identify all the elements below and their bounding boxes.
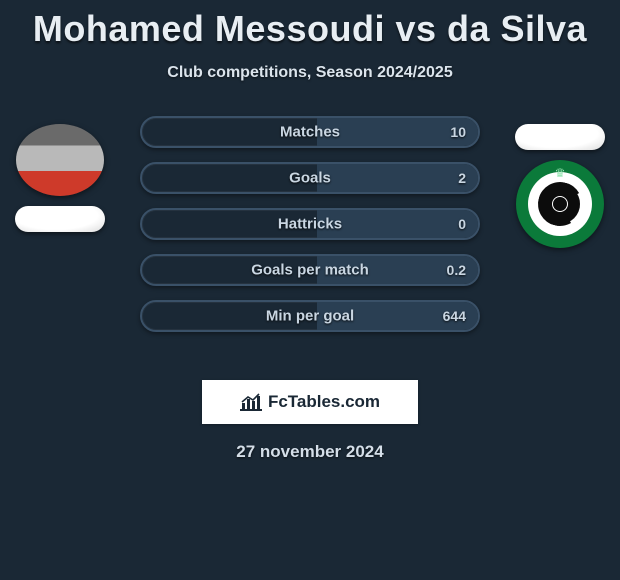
stat-row: Goals per match0.2: [140, 254, 480, 286]
stat-value-right: 10: [450, 124, 466, 140]
stat-label: Goals: [142, 170, 478, 187]
stat-label: Hattricks: [142, 216, 478, 233]
player-left-club-pill: [15, 206, 105, 232]
watermark: FcTables.com: [202, 380, 418, 424]
subtitle: Club competitions, Season 2024/2025: [0, 64, 620, 82]
stat-row: Goals2: [140, 162, 480, 194]
stat-row: Hattricks0: [140, 208, 480, 240]
stat-value-right: 0: [458, 216, 466, 232]
stat-label: Matches: [142, 124, 478, 141]
player-left-photo: [16, 124, 104, 196]
stat-value-right: 2: [458, 170, 466, 186]
watermark-text: FcTables.com: [268, 392, 380, 412]
stat-value-right: 0.2: [447, 262, 466, 278]
stat-label: Min per goal: [142, 308, 478, 325]
player-right-club-pill: [515, 124, 605, 150]
stat-row: Matches10: [140, 116, 480, 148]
stats-bars: Matches10 Goals2 Hattricks0 Goals per match…: [140, 116, 480, 346]
stat-row: Min per goal644: [140, 300, 480, 332]
date-text: 27 november 2024: [0, 442, 620, 462]
player-right-block: ♛: [510, 124, 610, 248]
player-right-club-badge: ♛: [516, 160, 604, 248]
page-title: Mohamed Messoudi vs da Silva: [0, 0, 620, 50]
comparison-stage: ♛ Matches10 Goals2 Hattricks0 Goals per mat…: [0, 116, 620, 366]
chart-icon: [240, 393, 262, 411]
player-left-block: [10, 124, 110, 232]
stat-label: Goals per match: [142, 262, 478, 279]
stat-value-right: 644: [443, 308, 466, 324]
crown-icon: ♛: [555, 166, 566, 180]
